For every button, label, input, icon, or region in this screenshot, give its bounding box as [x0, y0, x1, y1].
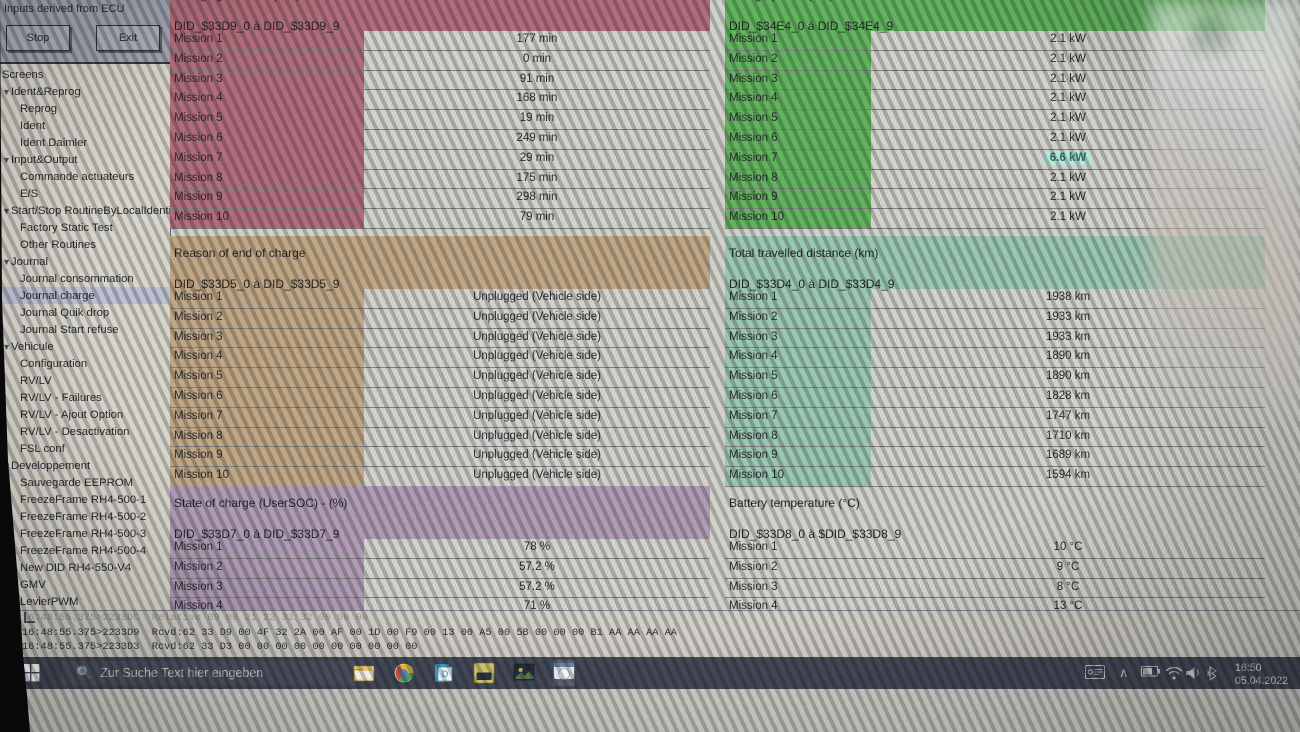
svg-text:D: D [442, 669, 449, 679]
